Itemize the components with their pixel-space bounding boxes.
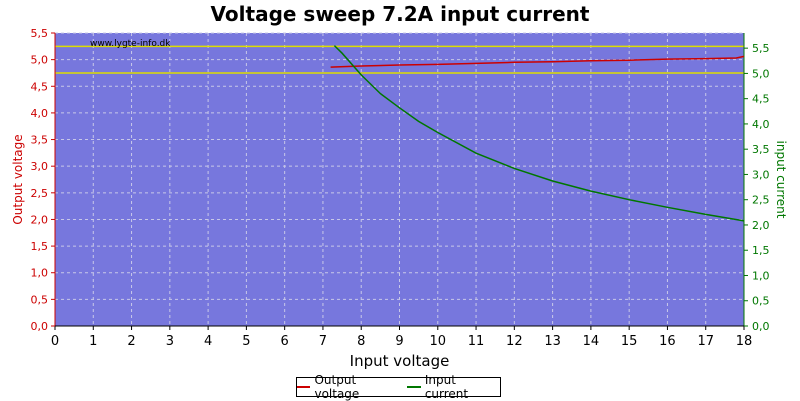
y-right-tick-label: 4,5 <box>752 93 770 106</box>
series-line-output-voltage <box>330 55 745 68</box>
x-tick-label: 8 <box>357 334 365 349</box>
x-tick-label: 11 <box>468 334 485 349</box>
legend: Output voltage Input current <box>296 373 501 401</box>
x-tick-label: 15 <box>621 334 638 349</box>
x-tick-label: 3 <box>166 334 174 349</box>
legend-label-input-current: Input current <box>424 373 469 401</box>
x-tick-label: 13 <box>544 334 561 349</box>
y-left-tick-label: 0,0 <box>31 320 49 333</box>
legend-item-output-voltage: Output voltage <box>297 373 401 401</box>
x-tick-label: 0 <box>51 334 59 349</box>
legend-swatch-input-current <box>407 386 421 388</box>
y-left-tick-label: 2,5 <box>31 187 49 200</box>
x-tick-label: 2 <box>127 334 135 349</box>
legend-item-input-current: Input current <box>407 373 500 401</box>
x-tick-label: 12 <box>506 334 523 349</box>
y-right-tick-label: 3,5 <box>752 143 770 156</box>
y-right-tick-label: 1,5 <box>752 244 770 257</box>
x-tick-label: 14 <box>583 334 600 349</box>
y-left-axis-title: Output voltage <box>11 134 25 224</box>
y-left-tick-label: 4,5 <box>31 80 49 93</box>
y-right-tick-label: 4,0 <box>752 118 770 131</box>
x-tick-label: 5 <box>242 334 250 349</box>
y-left-tick-label: 1,5 <box>31 240 49 253</box>
y-right-axis-title: input current <box>774 141 788 219</box>
x-tick-label: 9 <box>395 334 403 349</box>
y-left-tick-label: 0,5 <box>31 293 49 306</box>
watermark: www.lygte-info.dk <box>90 39 171 49</box>
x-tick-label: 10 <box>430 334 447 349</box>
x-tick-label: 4 <box>204 334 212 349</box>
x-tick-label: 6 <box>281 334 289 349</box>
y-right-tick-label: 2,5 <box>752 194 770 207</box>
x-tick-label: 7 <box>319 334 327 349</box>
y-left-tick-label: 3,0 <box>31 160 49 173</box>
y-left-tick-label: 1,0 <box>31 267 49 280</box>
legend-swatch-output-voltage <box>297 386 311 388</box>
chart-title: Voltage sweep 7.2A input current <box>210 2 590 26</box>
legend-label-output-voltage: Output voltage <box>314 373 360 401</box>
y-right-tick-label: 5,0 <box>752 67 770 80</box>
y-left-tick-label: 2,0 <box>31 213 49 226</box>
x-tick-label: 16 <box>659 334 676 349</box>
x-tick-label: 1 <box>89 334 97 349</box>
y-right-tick-label: 0,0 <box>752 320 770 333</box>
y-left-tick-label: 5,0 <box>31 54 49 67</box>
series-line-input-current <box>333 45 745 222</box>
y-right-tick-label: 2,0 <box>752 219 770 232</box>
y-left-tick-label: 5,5 <box>31 27 49 40</box>
y-right-tick-label: 0,5 <box>752 295 770 308</box>
y-right-tick-label: 1,0 <box>752 269 770 282</box>
y-right-tick-label: 5,5 <box>752 42 770 55</box>
y-left-tick-label: 4,0 <box>31 107 49 120</box>
x-tick-label: 17 <box>697 334 714 349</box>
y-right-tick-label: 3,0 <box>752 168 770 181</box>
x-axis-title: Input voltage <box>350 352 450 370</box>
y-left-tick-label: 3,5 <box>31 134 49 147</box>
x-tick-label: 18 <box>736 334 753 349</box>
